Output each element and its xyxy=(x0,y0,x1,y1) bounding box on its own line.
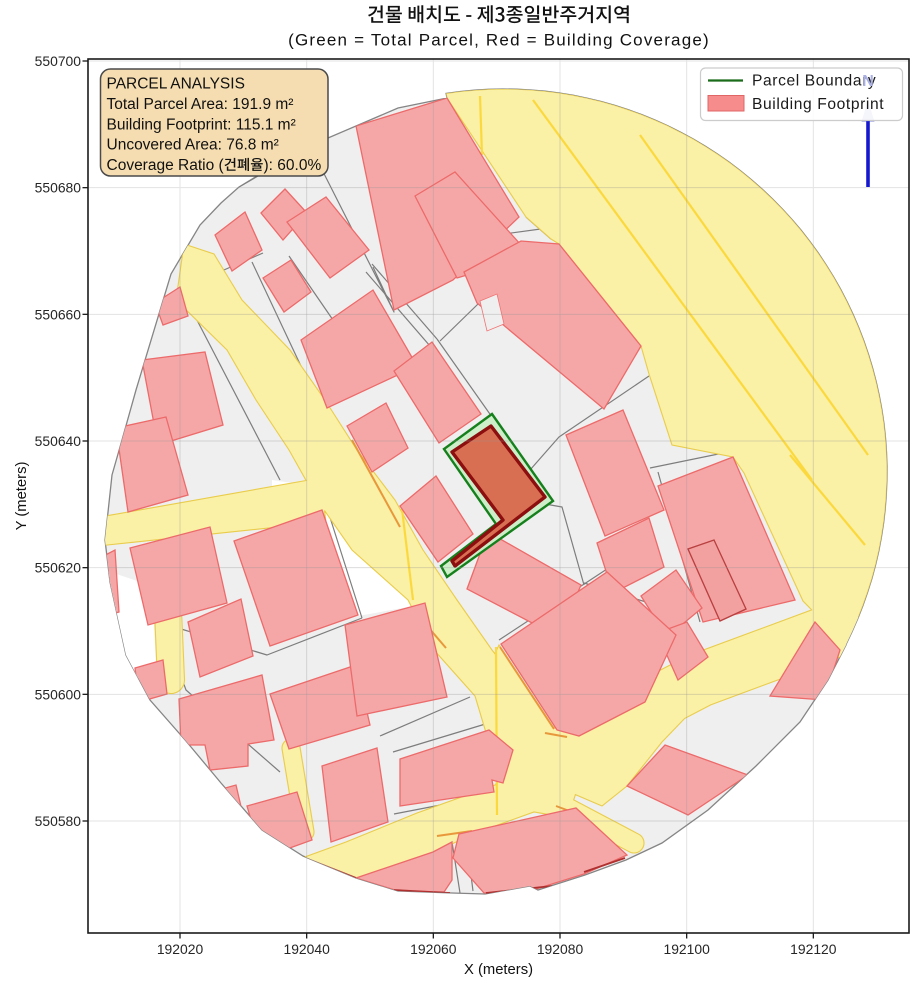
svg-text:Total Parcel Area: 191.9 m²: Total Parcel Area: 191.9 m² xyxy=(107,96,294,113)
svg-text:Coverage Ratio (: Coverage Ratio ( xyxy=(107,157,225,174)
svg-text:(Green = Total Parcel, Red = B: (Green = Total Parcel, Red = Building Co… xyxy=(288,30,710,49)
svg-text:550680: 550680 xyxy=(35,180,82,196)
svg-text:550700: 550700 xyxy=(35,53,82,69)
svg-text:PARCEL ANALYSIS: PARCEL ANALYSIS xyxy=(107,75,245,92)
svg-text:Building Footprint: 115.1 m²: Building Footprint: 115.1 m² xyxy=(107,116,296,133)
svg-text:550660: 550660 xyxy=(35,306,82,322)
svg-text:192040: 192040 xyxy=(283,941,330,957)
svg-text:): 60.0%: ): 60.0% xyxy=(264,157,322,174)
svg-text:X (meters): X (meters) xyxy=(464,962,533,978)
svg-text:550620: 550620 xyxy=(35,560,82,576)
svg-text:Parcel Boundary: Parcel Boundary xyxy=(752,73,876,90)
svg-text:192020: 192020 xyxy=(157,941,204,957)
svg-text:Y (meters): Y (meters) xyxy=(14,462,30,531)
svg-text:550580: 550580 xyxy=(35,813,82,829)
svg-text:550600: 550600 xyxy=(35,686,82,702)
svg-text:N: N xyxy=(862,73,874,90)
svg-text:192080: 192080 xyxy=(537,941,584,957)
svg-text:192100: 192100 xyxy=(663,941,710,957)
svg-text:550640: 550640 xyxy=(35,433,82,449)
svg-text:192120: 192120 xyxy=(790,941,837,957)
svg-text:Building Footprint: Building Footprint xyxy=(752,96,884,113)
svg-text:Uncovered Area: 76.8 m²: Uncovered Area: 76.8 m² xyxy=(107,137,279,154)
svg-text:192060: 192060 xyxy=(410,941,457,957)
